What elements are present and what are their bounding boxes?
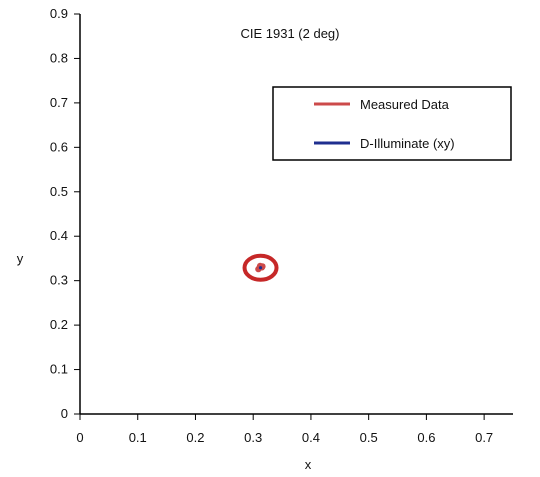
y-tick-label: 0.6: [50, 139, 68, 154]
x-tick-label: 0.2: [186, 430, 204, 445]
y-tick-label: 0.8: [50, 50, 68, 65]
y-tick-label: 0.7: [50, 95, 68, 110]
y-tick-label: 0.5: [50, 184, 68, 199]
legend-box: [272, 86, 512, 161]
y-axis-title: y: [17, 251, 24, 266]
x-tick-label: 0.7: [475, 430, 493, 445]
y-tick-label: 0.4: [50, 228, 68, 243]
x-tick-label: 0.1: [129, 430, 147, 445]
x-tick-label: 0.5: [360, 430, 378, 445]
d-illuminate-series: [258, 266, 263, 270]
x-tick-label: 0.4: [302, 430, 320, 445]
highlight-ring: [242, 253, 279, 282]
y-tick-label: 0.3: [50, 273, 68, 288]
chart-title: CIE 1931 (2 deg): [240, 26, 339, 41]
x-tick-label: 0: [76, 430, 83, 445]
y-tick-label: 0.1: [50, 362, 68, 377]
legend-label-d-illuminate: D-Illuminate (xy): [360, 136, 455, 151]
legend-label-measured-data: Measured Data: [360, 97, 450, 112]
x-tick-label: 0.3: [244, 430, 262, 445]
x-tick-label: 0.6: [417, 430, 435, 445]
x-axis-title: x: [305, 457, 312, 472]
y-tick-label: 0.2: [50, 317, 68, 332]
y-tick-label: 0: [61, 406, 68, 421]
axes: 0 0.1 0.2 0.3 0.4 0.5 0.6 0.7 0.8 0.9 0 0.1 0.2 0.3 0.…: [50, 6, 513, 445]
legend: Measured Data D-Illuminate (xy): [272, 86, 512, 161]
y-tick-label: 0.9: [50, 6, 68, 21]
d-illuminate-point-0: [258, 266, 263, 270]
